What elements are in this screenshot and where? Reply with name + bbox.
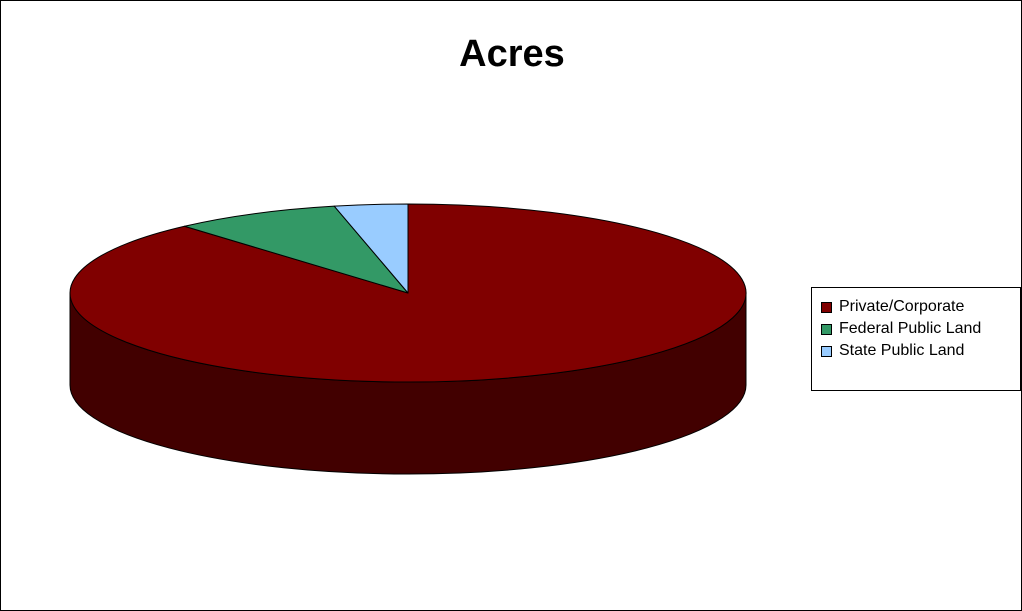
legend-swatch	[821, 301, 832, 313]
legend-label: Private/Corporate	[839, 298, 965, 315]
pie-slice-0	[69, 203, 747, 383]
legend-label: Federal Public Land	[839, 320, 982, 337]
legend-item-2: State Public Land	[812, 340, 1020, 362]
legend: Private/Corporate Federal Public Land Stat…	[811, 287, 1021, 391]
legend-item-1: Federal Public Land	[812, 318, 1020, 340]
legend-swatch	[821, 323, 832, 335]
legend-label: State Public Land	[839, 342, 965, 359]
pie-slice-2	[333, 203, 409, 294]
legend-item-0: Private/Corporate	[812, 296, 1020, 318]
legend-swatch	[821, 345, 832, 357]
chart-title: Acres	[459, 33, 565, 75]
